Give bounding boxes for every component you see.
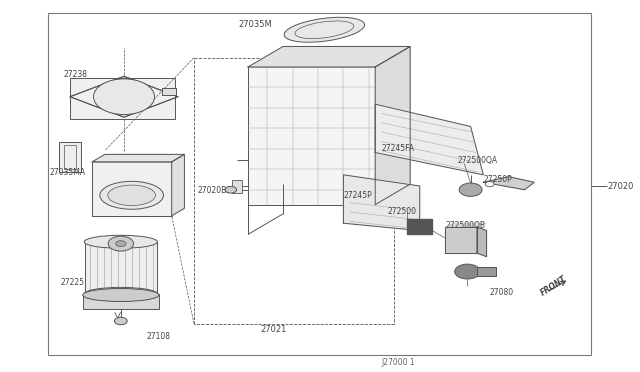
- Ellipse shape: [84, 235, 157, 248]
- Text: 272500: 272500: [388, 207, 417, 216]
- Bar: [48, 13, 591, 355]
- Bar: [70, 78, 175, 119]
- Text: 27245FA: 27245FA: [381, 144, 415, 153]
- Circle shape: [459, 183, 482, 196]
- Text: FRONT: FRONT: [540, 274, 569, 298]
- Circle shape: [116, 241, 126, 247]
- Text: 27250P: 27250P: [483, 175, 512, 184]
- Ellipse shape: [84, 287, 157, 301]
- Polygon shape: [344, 175, 420, 231]
- Ellipse shape: [83, 289, 159, 301]
- Text: 27080: 27080: [490, 288, 514, 296]
- Text: 27238: 27238: [63, 70, 88, 79]
- Ellipse shape: [84, 289, 157, 301]
- Text: 27108: 27108: [147, 332, 170, 341]
- Circle shape: [93, 79, 154, 115]
- Text: 27245P: 27245P: [344, 191, 372, 200]
- Bar: [477, 267, 496, 276]
- Text: 272500QA: 272500QA: [458, 156, 498, 165]
- Polygon shape: [407, 219, 433, 234]
- Polygon shape: [375, 104, 483, 175]
- Circle shape: [108, 236, 134, 251]
- Polygon shape: [483, 177, 534, 190]
- Polygon shape: [445, 223, 486, 227]
- Bar: [83, 294, 159, 309]
- Polygon shape: [248, 46, 410, 67]
- Circle shape: [225, 186, 237, 193]
- Ellipse shape: [108, 185, 156, 205]
- Text: 27035MA: 27035MA: [50, 169, 86, 177]
- Text: 27021: 27021: [260, 325, 287, 334]
- Polygon shape: [445, 227, 477, 253]
- Text: 272500QB: 272500QB: [445, 221, 485, 230]
- Text: J27000 1: J27000 1: [381, 358, 415, 367]
- Polygon shape: [172, 154, 184, 216]
- Polygon shape: [375, 46, 410, 205]
- Circle shape: [454, 264, 480, 279]
- Polygon shape: [248, 67, 375, 205]
- Text: 27035M: 27035M: [239, 20, 272, 29]
- Ellipse shape: [284, 17, 365, 42]
- Circle shape: [115, 317, 127, 325]
- Bar: [232, 180, 242, 193]
- Ellipse shape: [100, 182, 163, 209]
- Polygon shape: [92, 154, 184, 162]
- Circle shape: [485, 182, 494, 187]
- FancyBboxPatch shape: [59, 142, 81, 172]
- Bar: [63, 145, 76, 169]
- Text: 27020: 27020: [607, 182, 634, 190]
- Text: 27225: 27225: [60, 278, 84, 287]
- Polygon shape: [477, 227, 486, 257]
- Polygon shape: [92, 162, 172, 216]
- Polygon shape: [84, 242, 157, 294]
- Bar: [162, 88, 176, 95]
- Text: 27020BA: 27020BA: [197, 186, 232, 195]
